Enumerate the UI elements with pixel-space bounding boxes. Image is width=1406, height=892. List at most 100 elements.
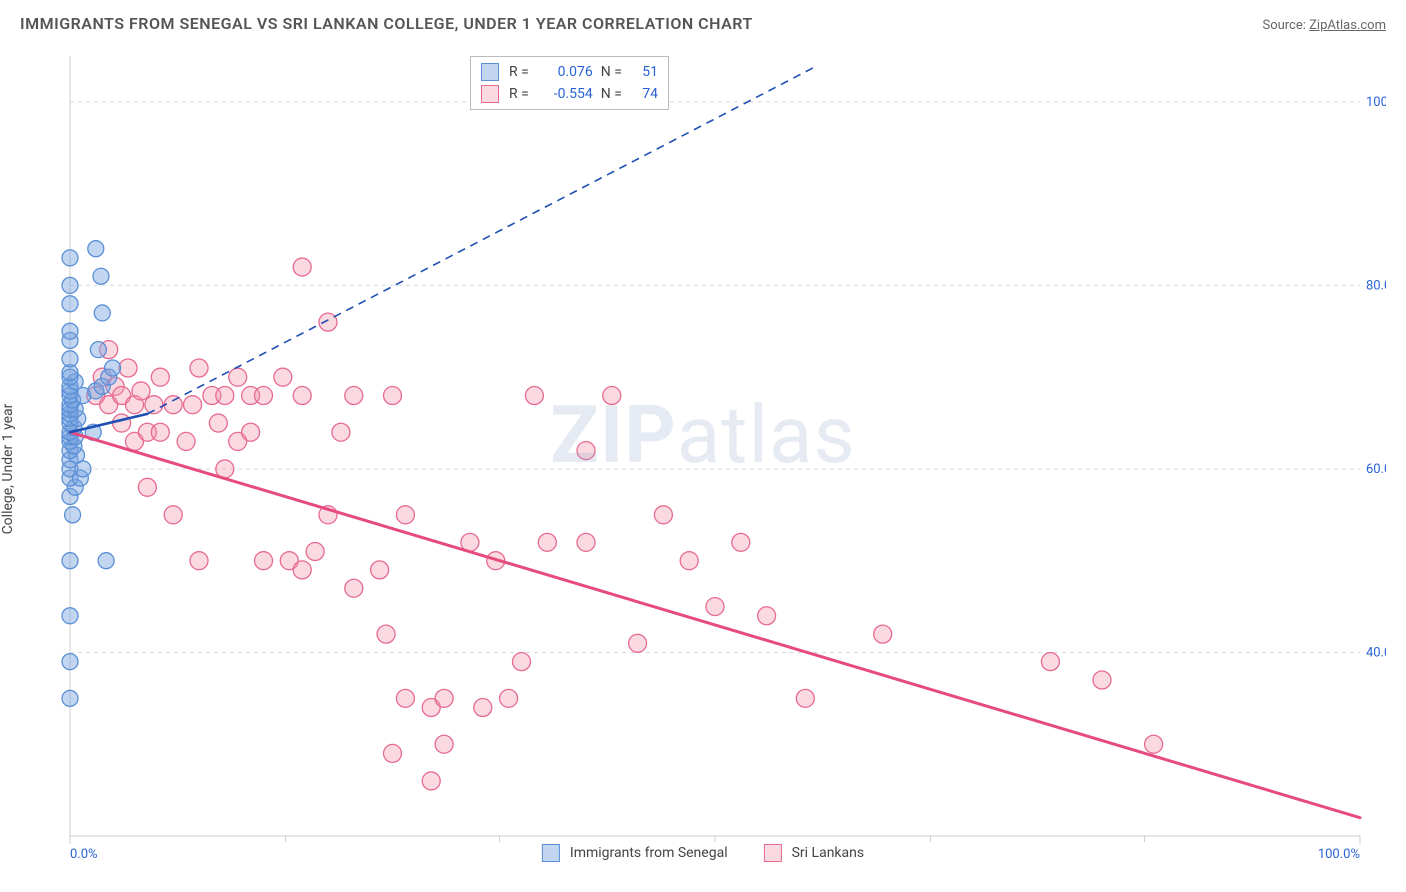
data-point: [119, 359, 137, 377]
data-point: [177, 432, 195, 450]
svg-text:80.0%: 80.0%: [1366, 278, 1386, 293]
data-point: [422, 772, 440, 790]
data-point: [377, 625, 395, 643]
data-point: [242, 423, 260, 441]
data-point: [319, 313, 337, 331]
data-point: [94, 305, 110, 321]
data-point: [164, 506, 182, 524]
svg-text:0.0%: 0.0%: [70, 847, 98, 862]
data-point: [435, 689, 453, 707]
data-point: [577, 533, 595, 551]
n-value: 51: [630, 61, 658, 83]
data-point: [525, 387, 543, 405]
data-point: [216, 387, 234, 405]
data-point: [62, 296, 78, 312]
svg-text:100.0%: 100.0%: [1318, 847, 1360, 862]
data-point: [345, 387, 363, 405]
data-point: [93, 268, 109, 284]
series-blue: [62, 241, 121, 707]
data-point: [874, 625, 892, 643]
data-point: [293, 258, 311, 276]
data-point: [293, 561, 311, 579]
data-point: [629, 634, 647, 652]
data-point: [1041, 653, 1059, 671]
data-point: [603, 387, 621, 405]
data-point: [90, 342, 106, 358]
data-point: [62, 690, 78, 706]
source-attribution: Source: ZipAtlas.com: [1262, 18, 1386, 33]
data-point: [474, 699, 492, 717]
data-point: [62, 654, 78, 670]
data-point: [62, 250, 78, 266]
data-point: [796, 689, 814, 707]
n-label: N =: [601, 61, 622, 83]
data-point: [132, 382, 150, 400]
data-point: [732, 533, 750, 551]
legend-bottom: Immigrants from Senegal Sri Lankans: [542, 844, 864, 862]
data-point: [384, 387, 402, 405]
data-point: [1145, 735, 1163, 753]
legend-label: Sri Lankans: [792, 845, 865, 861]
n-label: N =: [601, 83, 622, 105]
data-point: [332, 423, 350, 441]
data-point: [62, 553, 78, 569]
data-point: [229, 368, 247, 386]
stats-row: R = -0.554 N = 74: [481, 83, 658, 105]
data-point: [680, 552, 698, 570]
data-point: [98, 553, 114, 569]
r-label: R =: [509, 61, 529, 83]
data-point: [654, 506, 672, 524]
data-point: [184, 396, 202, 414]
data-point: [396, 506, 414, 524]
data-point: [62, 351, 78, 367]
swatch-pink: [481, 85, 499, 103]
data-point: [65, 507, 81, 523]
data-point: [274, 368, 292, 386]
data-point: [371, 561, 389, 579]
source-link[interactable]: ZipAtlas.com: [1309, 18, 1386, 33]
data-point: [706, 598, 724, 616]
data-point: [62, 323, 78, 339]
data-point: [113, 414, 131, 432]
legend-item: Sri Lankans: [764, 844, 865, 862]
data-point: [151, 368, 169, 386]
data-point: [396, 689, 414, 707]
stats-legend-box: R = 0.076 N = 51 R = -0.554 N = 74: [470, 56, 669, 110]
scatter-chart: 40.0% 60.0% 80.0% 100.0% 0.0% 100.0%: [20, 46, 1386, 892]
r-value: -0.554: [537, 83, 593, 105]
data-point: [255, 387, 273, 405]
data-point: [1093, 671, 1111, 689]
data-point: [209, 414, 227, 432]
data-point: [306, 543, 324, 561]
r-value: 0.076: [537, 61, 593, 83]
n-value: 74: [630, 83, 658, 105]
data-point: [758, 607, 776, 625]
swatch-blue: [481, 63, 499, 81]
svg-text:60.0%: 60.0%: [1366, 462, 1386, 477]
data-point: [138, 478, 156, 496]
legend-item: Immigrants from Senegal: [542, 844, 728, 862]
data-point: [151, 423, 169, 441]
regression-line-pink: [70, 432, 1360, 817]
stats-row: R = 0.076 N = 51: [481, 61, 658, 83]
r-label: R =: [509, 83, 529, 105]
data-point: [435, 735, 453, 753]
data-point: [62, 277, 78, 293]
data-point: [577, 442, 595, 460]
data-point: [293, 387, 311, 405]
data-point: [88, 241, 104, 257]
svg-text:100.0%: 100.0%: [1366, 95, 1386, 110]
y-axis-label: College, Under 1 year: [0, 404, 16, 535]
data-point: [105, 360, 121, 376]
swatch-blue: [542, 844, 560, 862]
data-point: [538, 533, 556, 551]
data-point: [164, 396, 182, 414]
swatch-pink: [764, 844, 782, 862]
page-title: IMMIGRANTS FROM SENEGAL VS SRI LANKAN CO…: [20, 14, 753, 33]
legend-label: Immigrants from Senegal: [570, 845, 728, 861]
svg-text:40.0%: 40.0%: [1366, 645, 1386, 660]
regression-line-blue-dashed: [147, 65, 818, 414]
data-point: [513, 653, 531, 671]
data-point: [62, 608, 78, 624]
chart-container: College, Under 1 year 40.0%60.0%80.0%100…: [20, 46, 1386, 892]
